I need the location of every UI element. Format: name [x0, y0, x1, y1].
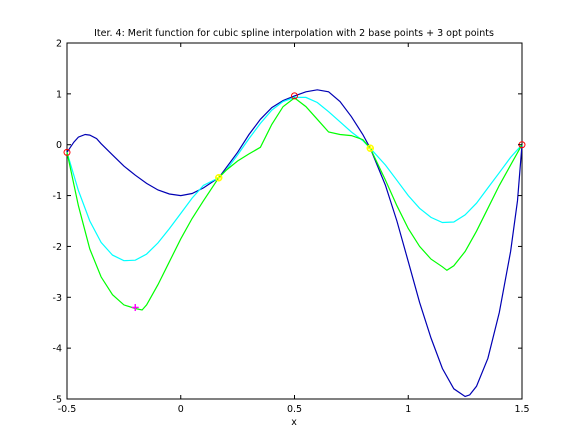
y-tick-label: 0	[56, 140, 62, 151]
series-line-3	[66, 97, 523, 311]
x-tick-label: 1.5	[514, 404, 529, 415]
y-tick-label: -2	[53, 242, 62, 253]
x-tick-label: -0.5	[58, 404, 77, 415]
ticks-layer: -0.5 0 0.5 1 1.5 -5 -4 -3 -2 -1 0 1 2	[53, 39, 530, 416]
chart-title: Iter. 4: Merit function for cubic spline…	[94, 28, 494, 39]
y-tick-label: 2	[56, 39, 62, 50]
plot-area	[66, 42, 523, 400]
y-tick-label: -1	[53, 191, 62, 202]
series-line-1	[66, 89, 523, 398]
base-point-marker	[63, 148, 71, 156]
series-layer	[66, 89, 523, 398]
y-tick-label: -5	[53, 395, 62, 406]
opt-point-cross	[366, 144, 374, 152]
x-tick-label: 0.5	[287, 404, 302, 415]
y-tick-label: 1	[56, 89, 62, 100]
y-tick-label: -3	[53, 293, 62, 304]
opt-point-cross	[215, 174, 223, 182]
x-axis-label: x	[291, 417, 297, 428]
x-tick-label: 0	[178, 404, 184, 415]
x-tick-label: 1	[405, 404, 411, 415]
y-tick-label: -4	[53, 344, 62, 355]
minimum-marker	[131, 303, 139, 311]
base-point-marker	[291, 92, 298, 100]
